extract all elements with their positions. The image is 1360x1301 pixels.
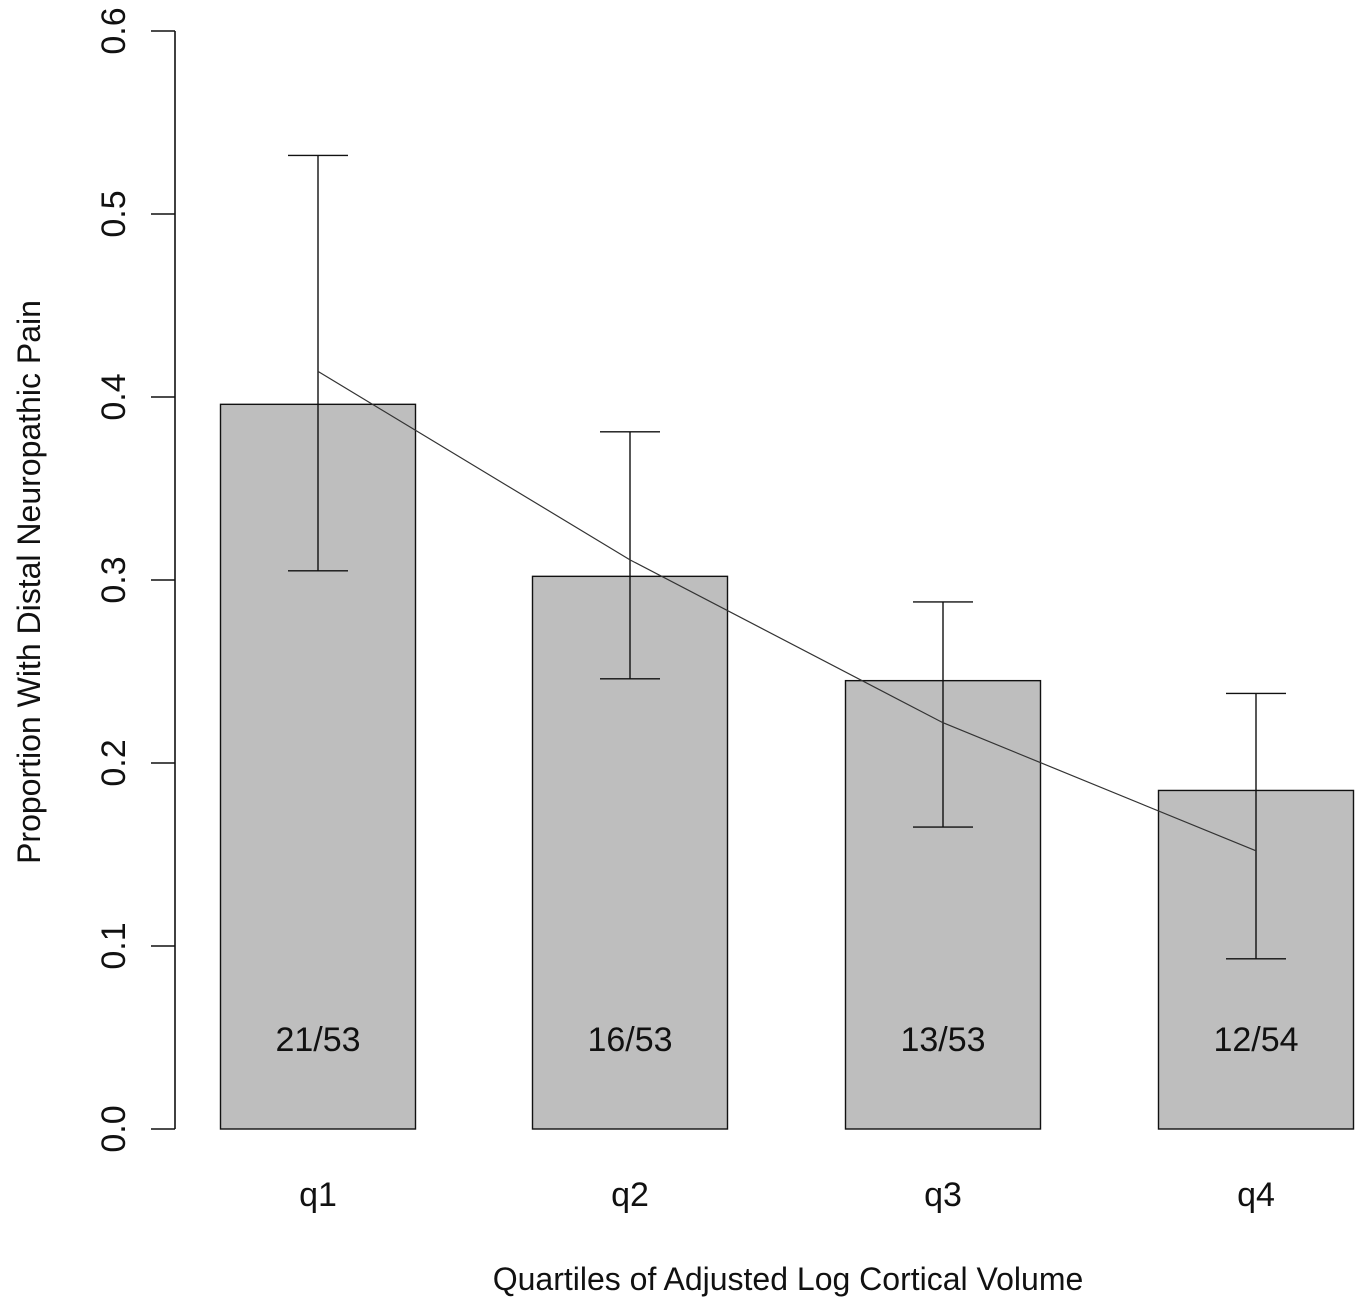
trend-line xyxy=(318,371,1256,850)
x-axis-title: Quartiles of Adjusted Log Cortical Volum… xyxy=(493,1261,1084,1297)
bar-count-label: 13/53 xyxy=(900,1021,985,1059)
y-tick-label: 0.2 xyxy=(95,739,133,786)
y-tick-label: 0.4 xyxy=(95,373,133,420)
bar-count-labels: 21/53 16/53 13/53 12/54 xyxy=(275,1021,1298,1059)
bar-count-label: 16/53 xyxy=(587,1021,672,1059)
x-axis-category-labels: q1 q2 q3 q4 xyxy=(299,1176,1275,1214)
x-category-label: q2 xyxy=(611,1176,649,1214)
x-category-label: q3 xyxy=(924,1176,962,1214)
y-axis-title: Proportion With Distal Neuropathic Pain xyxy=(11,300,47,864)
bar-count-label: 21/53 xyxy=(275,1021,360,1059)
y-tick-label: 0.1 xyxy=(95,922,133,969)
x-category-label: q4 xyxy=(1237,1176,1275,1214)
x-category-label: q1 xyxy=(299,1176,337,1214)
bar-count-label: 12/54 xyxy=(1213,1021,1298,1059)
y-tick-label: 0.6 xyxy=(95,7,133,54)
y-axis: 0.0 0.1 0.2 0.3 0.4 0.5 0.6 xyxy=(95,7,175,1152)
y-tick-label: 0.5 xyxy=(95,190,133,237)
bars xyxy=(221,404,1354,1129)
error-bars xyxy=(288,155,1286,958)
y-tick-label: 0.3 xyxy=(95,556,133,603)
trend-line-path xyxy=(318,371,1256,850)
y-tick-label: 0.0 xyxy=(95,1105,133,1152)
